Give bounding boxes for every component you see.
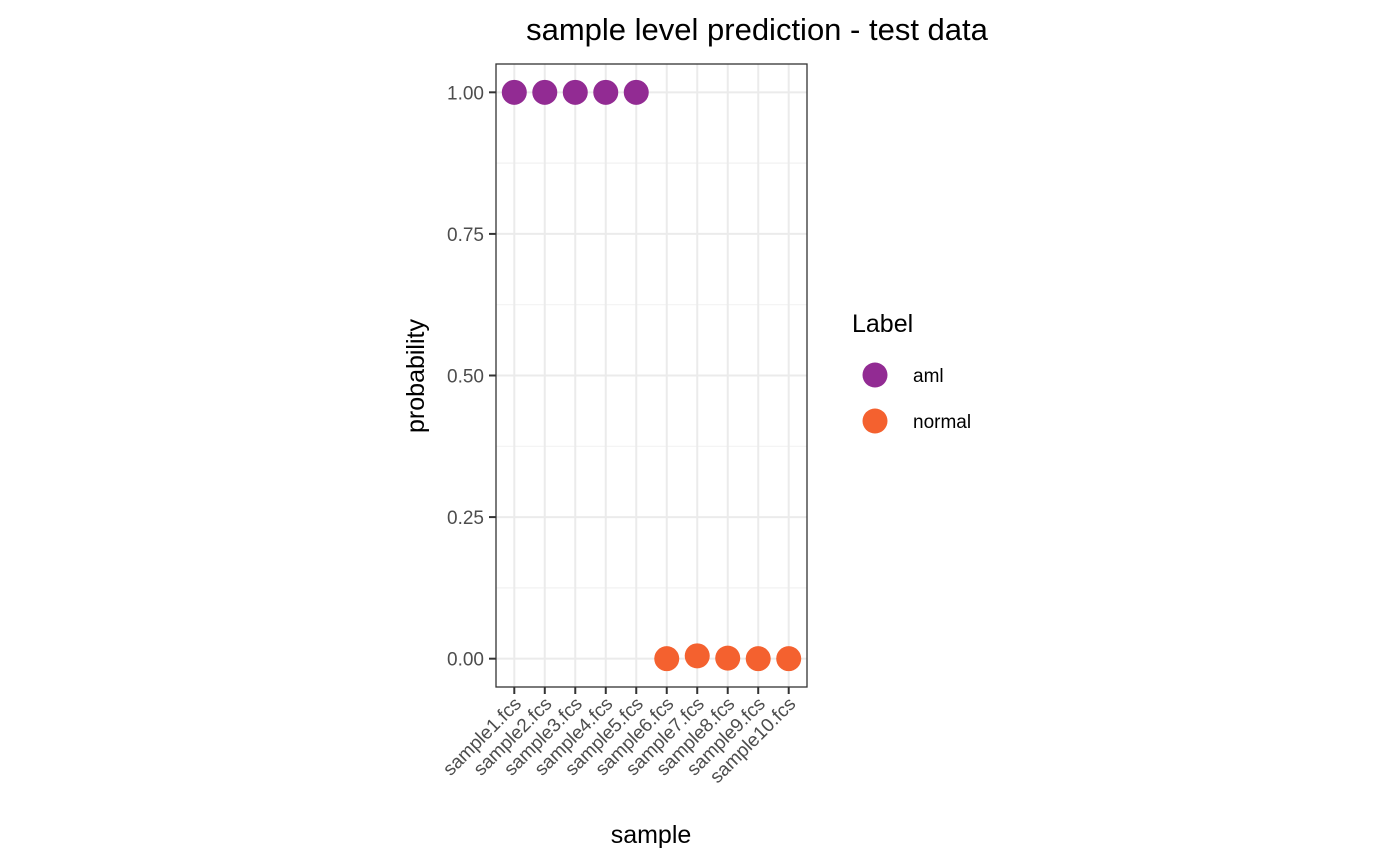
legend-key-aml (862, 362, 888, 388)
data-points (501, 79, 802, 672)
data-point-aml (593, 79, 619, 105)
legend-label-aml: aml (913, 366, 944, 387)
data-point-normal (745, 646, 771, 672)
legend-label-normal: normal (913, 412, 971, 433)
plot-panel (495, 63, 808, 688)
data-point-aml (532, 79, 558, 105)
data-point-normal (654, 646, 680, 672)
chart-title: sample level prediction - test data (526, 12, 989, 47)
data-point-aml (501, 79, 527, 105)
legend: Label aml normal (852, 310, 971, 434)
legend-title: Label (852, 310, 913, 338)
y-tick-label: 1.00 (447, 83, 484, 104)
y-tick-label: 0.75 (447, 225, 484, 246)
y-axis-title: probability (402, 319, 430, 433)
y-axis: 0.00 0.25 0.50 0.75 1.00 (447, 83, 496, 671)
y-tick-label: 0.50 (447, 367, 484, 388)
y-tick-label: 0.00 (447, 650, 484, 671)
data-point-normal (684, 643, 710, 669)
legend-key-normal (862, 408, 888, 434)
x-axis: sample1.fcssample2.fcssample3.fcssample4… (439, 687, 800, 788)
legend-entries: aml normal (862, 362, 971, 434)
y-tick-label: 0.25 (447, 508, 484, 529)
data-point-aml (623, 79, 649, 105)
x-axis-title: sample (611, 821, 692, 849)
data-point-normal (776, 646, 802, 672)
data-point-normal (715, 645, 741, 671)
data-point-aml (562, 79, 588, 105)
